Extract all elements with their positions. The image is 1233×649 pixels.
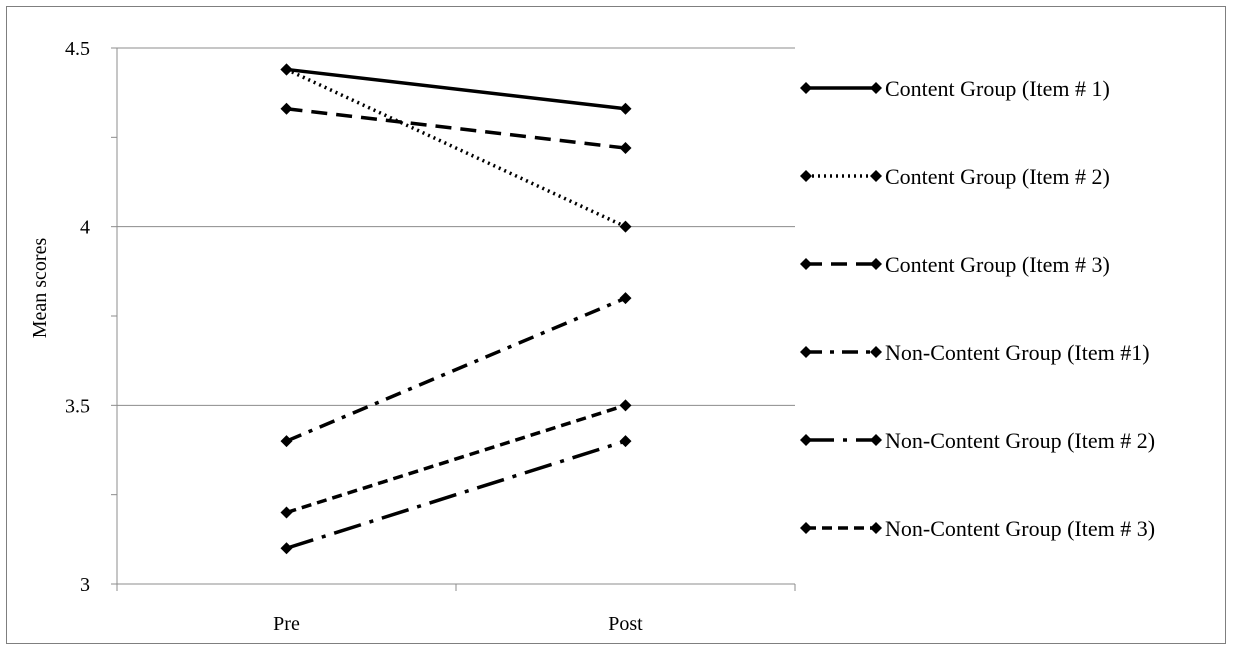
data-point-marker [619,102,632,115]
axes [111,47,796,591]
legend-marker [870,434,882,446]
data-point-marker [280,506,293,519]
y-tick-label: 4 [80,217,90,239]
x-tick-label: Pre [273,613,300,635]
series-line [285,67,627,229]
data-point-marker [619,142,632,155]
data-point-marker [619,292,632,305]
data-point-marker [619,399,632,412]
legend-marker [870,82,882,94]
y-tick-labels: 3 3.5 4 4.5 [65,38,90,596]
legend-marker [870,170,882,182]
series-line [286,107,626,150]
legend: Content Group (Item # 1) Content Group (I… [800,76,1155,541]
series-lines [280,63,632,555]
legend-marker [800,434,812,446]
legend-item: Non-Content Group (Item # 3) [800,516,1155,541]
legend-marker [870,346,882,358]
y-tick-label: 3.5 [65,395,90,417]
gridlines [117,47,795,585]
data-point-marker [280,435,293,448]
series-line [285,403,627,515]
legend-marker [800,346,812,358]
series-6 [280,399,632,519]
legend-label: Non-Content Group (Item #1) [885,340,1150,365]
x-tick-labels: Pre Post [273,613,643,635]
series-line [285,296,627,443]
legend-marker [870,258,882,270]
series-2 [280,63,632,233]
data-point-marker [280,102,293,115]
series-1 [280,63,632,115]
series-3 [280,102,632,155]
data-point-marker [619,435,632,448]
series-4 [280,292,632,448]
legend-item: Content Group (Item # 1) [800,76,1110,101]
series-5 [280,435,632,555]
y-axis-label: Mean scores [29,238,51,339]
x-tick-label: Post [608,613,643,635]
series-line [285,439,627,550]
data-point-marker [619,220,632,233]
legend-marker [870,522,882,534]
legend-item: Non-Content Group (Item # 2) [800,428,1155,453]
legend-label: Content Group (Item # 2) [885,164,1110,189]
legend-item: Content Group (Item # 2) [800,164,1110,189]
legend-label: Non-Content Group (Item # 3) [885,516,1155,541]
data-point-marker [280,63,293,76]
legend-item: Content Group (Item # 3) [800,252,1110,277]
series-line [286,67,626,111]
data-point-marker [280,542,293,555]
chart-frame [6,6,1226,644]
y-tick-label: 4.5 [65,38,90,60]
legend-marker [800,170,812,182]
y-tick-label: 3 [80,574,90,596]
legend-marker [800,82,812,94]
legend-label: Non-Content Group (Item # 2) [885,428,1155,453]
legend-marker [800,258,812,270]
legend-item: Non-Content Group (Item #1) [800,340,1150,365]
legend-marker [800,522,812,534]
legend-label: Content Group (Item # 3) [885,252,1110,277]
legend-label: Content Group (Item # 1) [885,76,1110,101]
